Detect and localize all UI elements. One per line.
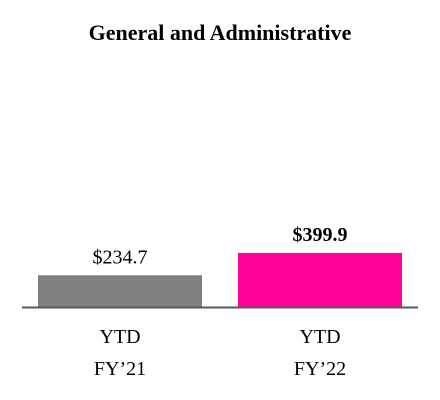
chart-title: General and Administrative xyxy=(89,20,352,45)
data-label-1: $234.7 xyxy=(93,246,148,268)
category-labels-layer: YTD FY’21 YTD FY’22 xyxy=(94,326,346,380)
category-label-1-line-2: FY’21 xyxy=(94,358,146,380)
category-label-2-line-2: FY’22 xyxy=(294,358,346,380)
bar-2 xyxy=(238,252,402,307)
category-label-2-line-1: YTD xyxy=(299,326,340,348)
category-label-1-line-1: YTD xyxy=(99,326,140,348)
value-labels-layer: $234.7 $399.9 xyxy=(93,224,348,268)
bars-layer xyxy=(38,252,402,307)
data-label-2: $399.9 xyxy=(293,224,348,246)
bar-1 xyxy=(38,275,202,307)
